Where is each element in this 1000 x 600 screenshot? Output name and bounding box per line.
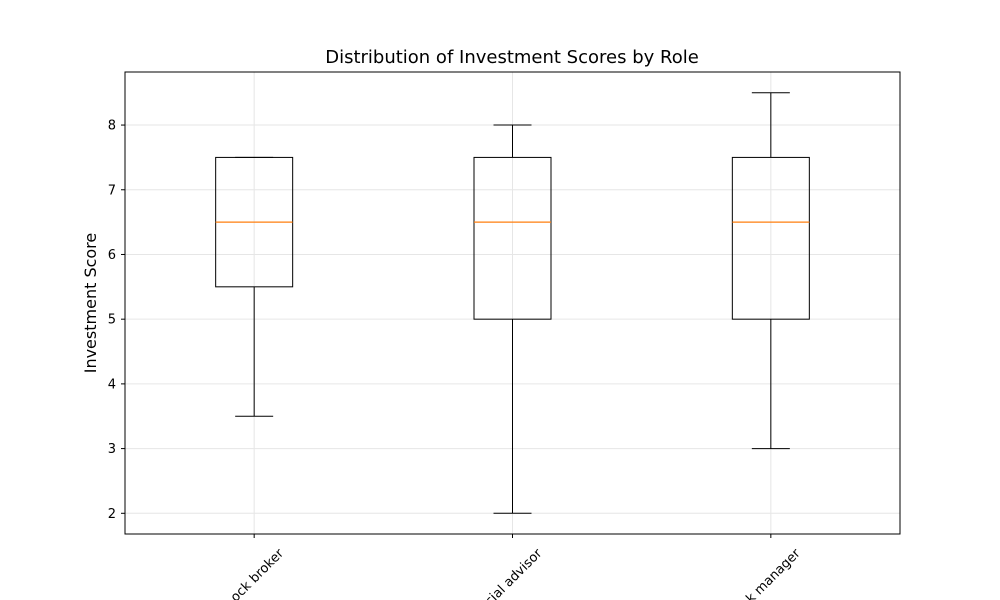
y-tick-label: 6 bbox=[108, 248, 116, 263]
y-tick-label: 3 bbox=[108, 442, 116, 457]
y-axis-ticks: 2 3 4 5 6 7 8 bbox=[108, 119, 125, 522]
interquartile-box bbox=[731, 156, 810, 320]
y-tick-label: 4 bbox=[108, 377, 116, 392]
chart-title: Distribution of Investment Scores by Rol… bbox=[325, 47, 699, 68]
x-tick-label: ock broker bbox=[228, 546, 287, 600]
y-tick-label: 2 bbox=[108, 507, 116, 522]
x-axis-ticks: ock broker cial advisor k manager bbox=[228, 534, 804, 600]
box-2 bbox=[473, 124, 552, 514]
x-tick-label: k manager bbox=[743, 546, 804, 600]
y-axis-label: Investment Score bbox=[81, 233, 100, 374]
box-1 bbox=[215, 156, 294, 417]
x-tick-label: cial advisor bbox=[482, 546, 545, 600]
interquartile-box bbox=[473, 156, 552, 320]
box-3 bbox=[731, 92, 810, 450]
y-tick-label: 7 bbox=[108, 183, 116, 198]
boxes bbox=[215, 92, 810, 514]
y-tick-label: 5 bbox=[108, 313, 116, 328]
y-tick-label: 8 bbox=[108, 119, 116, 134]
